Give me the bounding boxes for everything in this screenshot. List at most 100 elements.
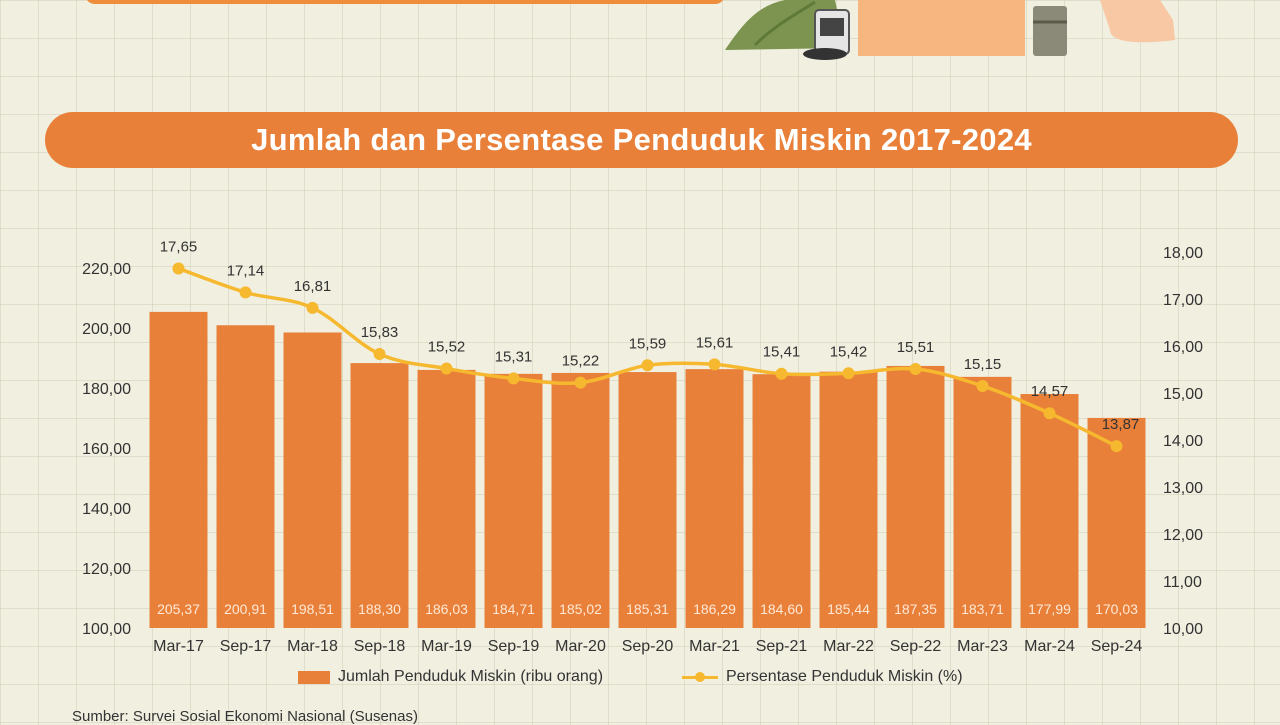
percentage-point [641, 359, 654, 372]
percentage-value-label: 15,83 [361, 324, 399, 341]
x-tick-label: Sep-20 [622, 638, 674, 655]
percentage-value-label: 15,41 [763, 344, 801, 361]
illustration-items [725, 0, 1175, 60]
bar [551, 372, 610, 628]
chart-legend: Jumlah Penduduk Miskin (ribu orang) Pers… [0, 668, 1280, 692]
box-shape [858, 0, 1025, 56]
bar [1020, 394, 1079, 628]
legend-item-bar: Jumlah Penduduk Miskin (ribu orang) [298, 668, 603, 686]
percentage-value-label: 14,57 [1031, 383, 1069, 400]
bar-value-label: 183,71 [961, 601, 1004, 617]
jar-shape [1033, 6, 1067, 56]
y-tick-label: 220,00 [82, 261, 131, 278]
bar [953, 376, 1012, 628]
percentage-point [306, 301, 319, 314]
bar-value-label: 185,31 [626, 601, 669, 617]
cloth-fold [753, 0, 816, 47]
bar-value-label: 205,37 [157, 601, 200, 617]
feet-shape [1100, 0, 1175, 43]
y-tick-label: 100,00 [82, 621, 131, 638]
percentage-point [909, 363, 922, 376]
percentage-point [1110, 440, 1123, 453]
legend-line-swatch [682, 670, 718, 684]
percentage-value-label: 15,61 [696, 334, 734, 351]
y2-tick-label: 10,00 [1163, 621, 1203, 638]
x-tick-label: Sep-24 [1091, 638, 1143, 655]
x-tick-label: Sep-17 [220, 638, 272, 655]
y-tick-label: 180,00 [82, 381, 131, 398]
bottle-label [820, 18, 844, 36]
x-tick-label: Mar-21 [689, 638, 740, 655]
bar-value-label: 188,30 [358, 601, 401, 617]
percentage-value-label: 15,22 [562, 353, 600, 370]
percentage-point [172, 262, 185, 275]
bar [283, 332, 342, 628]
percentage-point [507, 372, 520, 385]
percentage-value-label: 17,65 [160, 238, 198, 255]
percentage-value-label: 15,42 [830, 343, 868, 360]
x-tick-label: Mar-23 [957, 638, 1008, 655]
bar [752, 374, 811, 628]
bar [216, 325, 275, 628]
bar [886, 365, 945, 628]
x-tick-label: Sep-19 [488, 638, 540, 655]
percentage-value-label: 15,15 [964, 356, 1002, 373]
bar-value-label: 177,99 [1028, 601, 1071, 617]
bar-value-label: 200,91 [224, 601, 267, 617]
bar-value-label: 185,02 [559, 601, 602, 617]
y-tick-label: 160,00 [82, 441, 131, 458]
bar-value-label: 170,03 [1095, 601, 1138, 617]
percentage-point [574, 376, 587, 389]
bar [685, 369, 744, 628]
y2-tick-label: 16,00 [1163, 339, 1203, 356]
bar [149, 311, 208, 628]
percentage-point [775, 367, 788, 380]
y-tick-label: 120,00 [82, 561, 131, 578]
x-tick-label: Mar-19 [421, 638, 472, 655]
bar [350, 363, 409, 628]
legend-bar-label: Jumlah Penduduk Miskin (ribu orang) [338, 668, 604, 685]
legend-item-line: Persentase Penduduk Miskin (%) [682, 668, 963, 686]
bar [618, 372, 677, 628]
y2-tick-label: 13,00 [1163, 480, 1203, 497]
chart-title: Jumlah dan Persentase Penduduk Miskin 20… [251, 122, 1032, 157]
bar-value-label: 184,71 [492, 601, 535, 617]
bar [417, 369, 476, 628]
bar-value-label: 198,51 [291, 601, 334, 617]
chart-title-banner: Jumlah dan Persentase Penduduk Miskin 20… [45, 112, 1238, 168]
percentage-point [976, 379, 989, 392]
percentage-point [708, 358, 721, 371]
x-tick-label: Mar-22 [823, 638, 874, 655]
percentage-value-label: 13,87 [1102, 416, 1140, 433]
stone-shape [803, 48, 847, 60]
percentage-value-label: 15,51 [897, 339, 935, 356]
y-tick-label: 200,00 [82, 321, 131, 338]
y2-tick-label: 12,00 [1163, 527, 1203, 544]
y2-tick-label: 17,00 [1163, 292, 1203, 309]
percentage-point [1043, 407, 1056, 420]
bar [484, 373, 543, 628]
percentage-value-label: 17,14 [227, 262, 265, 279]
y2-tick-label: 14,00 [1163, 433, 1203, 450]
x-tick-label: Mar-20 [555, 638, 606, 655]
percentage-point [440, 362, 453, 375]
y-tick-label: 140,00 [82, 501, 131, 518]
percentage-value-label: 16,81 [294, 278, 332, 295]
percentage-value-label: 15,52 [428, 339, 466, 356]
percentage-point [373, 347, 386, 360]
x-tick-label: Sep-18 [354, 638, 406, 655]
bar-value-label: 185,44 [827, 601, 870, 617]
percentage-value-label: 15,31 [495, 348, 533, 365]
y2-tick-label: 15,00 [1163, 386, 1203, 403]
y2-tick-label: 18,00 [1163, 245, 1203, 262]
legend-bar-swatch [298, 670, 330, 684]
x-tick-label: Mar-18 [287, 638, 338, 655]
legend-line-label: Persentase Penduduk Miskin (%) [726, 668, 963, 685]
x-tick-label: Mar-24 [1024, 638, 1075, 655]
bar-value-label: 184,60 [760, 601, 803, 617]
top-banner-strip [85, 0, 725, 4]
bar [1087, 417, 1146, 628]
bar-value-label: 186,29 [693, 601, 736, 617]
bar [819, 371, 878, 628]
